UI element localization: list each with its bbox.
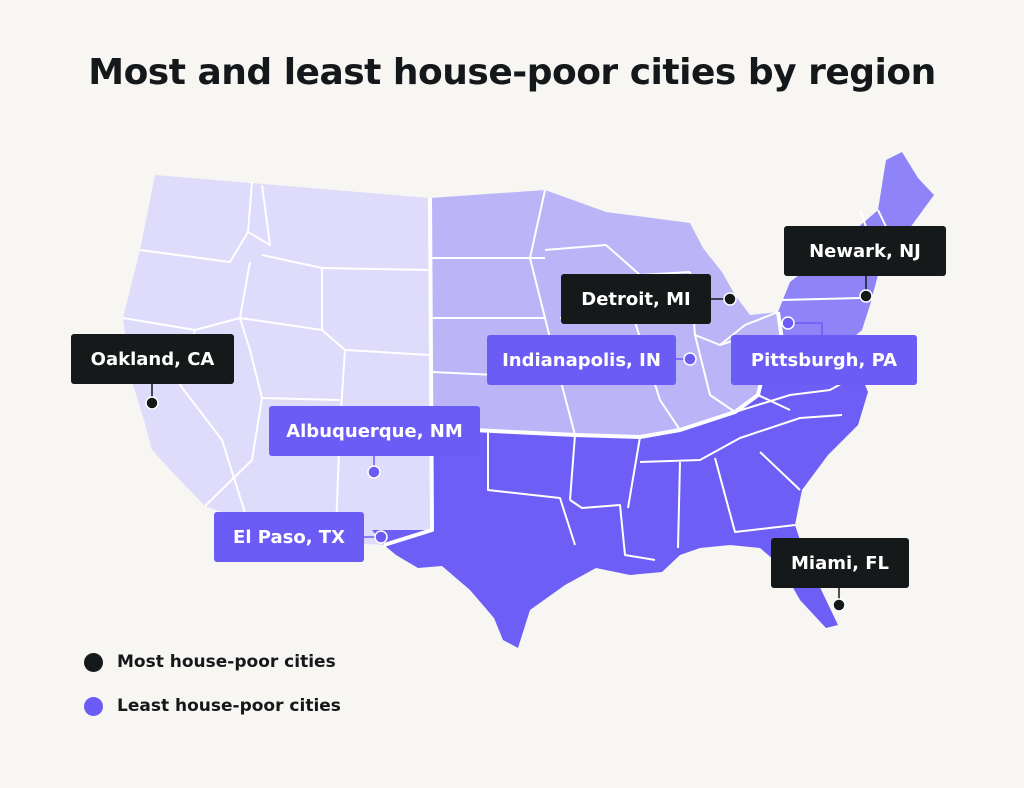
marker-oakland — [145, 396, 159, 410]
city-label-oakland: Oakland, CA — [71, 334, 234, 384]
marker-detroit — [723, 292, 737, 306]
marker-albuquerque — [367, 465, 381, 479]
city-label-miami: Miami, FL — [771, 538, 909, 588]
city-label-newark: Newark, NJ — [784, 226, 946, 276]
legend-label-least: Least house-poor cities — [117, 696, 341, 716]
region-south — [372, 340, 868, 648]
legend-item-least: Least house-poor cities — [84, 692, 341, 720]
marker-newark — [859, 289, 873, 303]
map-title: Most and least house-poor cities by regi… — [88, 52, 936, 93]
legend-dot-most — [84, 652, 103, 672]
city-label-detroit: Detroit, MI — [561, 274, 711, 324]
legend: Most house-poor cities Least house-poor … — [84, 648, 341, 736]
city-label-pittsburgh: Pittsburgh, PA — [731, 335, 917, 385]
marker-miami — [832, 598, 846, 612]
legend-dot-least — [84, 696, 103, 716]
city-label-albuquerque: Albuquerque, NM — [269, 406, 480, 456]
city-label-indianapolis: Indianapolis, IN — [487, 335, 676, 385]
marker-pittsburgh — [781, 316, 795, 330]
legend-item-most: Most house-poor cities — [84, 648, 341, 676]
marker-el-paso — [374, 530, 388, 544]
marker-indianapolis — [683, 352, 697, 366]
city-label-el-paso: El Paso, TX — [214, 512, 364, 562]
city-markers — [145, 289, 873, 612]
legend-label-most: Most house-poor cities — [117, 652, 336, 672]
